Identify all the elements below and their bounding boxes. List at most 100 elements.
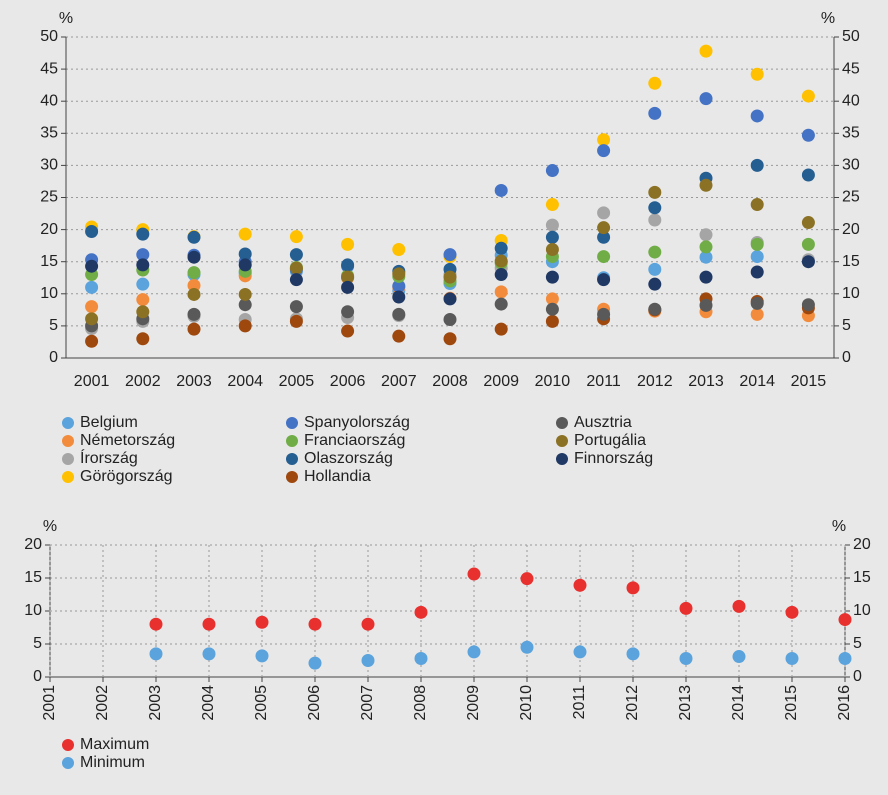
dot (136, 305, 150, 319)
x-tick-label: 2015 (791, 373, 827, 390)
legend-marker (286, 417, 298, 429)
dot (187, 287, 201, 301)
legend-label: Olaszország (304, 450, 393, 467)
dot (785, 605, 799, 619)
x-tick-label: 2005 (253, 685, 270, 721)
dot (255, 615, 269, 629)
legend-marker (556, 435, 568, 447)
dot (699, 92, 713, 106)
x-tick-label: 2015 (783, 685, 800, 721)
dot (494, 297, 508, 311)
dot (289, 314, 303, 328)
dot (467, 567, 481, 581)
dot (136, 332, 150, 346)
dot (238, 258, 252, 272)
dot (85, 334, 99, 348)
dot (626, 581, 640, 595)
dot (443, 248, 457, 262)
dot (494, 241, 508, 255)
x-tick-label: 2009 (465, 685, 482, 721)
x-tick-label: 2010 (518, 685, 535, 721)
dot (494, 268, 508, 282)
y-tick-label: 50 (40, 28, 58, 45)
dot (341, 258, 355, 272)
dot (187, 230, 201, 244)
dot (699, 240, 713, 254)
legend-marker (286, 435, 298, 447)
dot (187, 266, 201, 280)
legend-marker (62, 453, 74, 465)
dot (443, 312, 457, 326)
dot (801, 298, 815, 312)
y2-tick-label: 30 (842, 157, 860, 174)
x-tick-label: 2004 (200, 685, 217, 721)
dot (699, 250, 713, 264)
dot (801, 128, 815, 142)
dot (545, 198, 559, 212)
x-tick-label: 2001 (41, 685, 58, 721)
dot (597, 250, 611, 264)
x-tick-label: 2002 (94, 685, 111, 721)
legend-label: Ausztria (574, 414, 632, 431)
legend-marker (62, 417, 74, 429)
x-tick-label: 2008 (412, 685, 429, 721)
dot (494, 254, 508, 268)
dot (648, 277, 662, 291)
dot (187, 278, 201, 292)
dot (136, 277, 150, 291)
dot (801, 237, 815, 251)
dot (238, 247, 252, 261)
dot (545, 230, 559, 244)
dot (785, 652, 799, 666)
x-tick-label: 2013 (688, 373, 724, 390)
dot (750, 237, 764, 251)
dot (341, 280, 355, 294)
dot (545, 302, 559, 316)
x-tick-label: 2007 (381, 373, 417, 390)
legend-label: Belgium (80, 414, 138, 431)
dot (341, 237, 355, 251)
dot (699, 228, 713, 242)
dot (392, 279, 406, 293)
dot (289, 261, 303, 275)
x-tick-label: 2014 (730, 685, 747, 721)
y2-tick-label: 0 (853, 668, 862, 685)
x-tick-label: 2006 (306, 685, 323, 721)
dot (187, 250, 201, 264)
x-tick-label: 2014 (739, 373, 775, 390)
dot (136, 293, 150, 307)
dot (136, 227, 150, 241)
dot (648, 201, 662, 215)
dot (597, 133, 611, 147)
dot (202, 617, 216, 631)
y-tick-label: 30 (40, 157, 58, 174)
y2-tick-label: 20 (842, 221, 860, 238)
y2-tick-label: 10 (842, 285, 860, 302)
dot (238, 298, 252, 312)
y-tick-label: 0 (49, 349, 58, 366)
legend-label: Maximum (80, 736, 149, 753)
dot (85, 225, 99, 239)
legend-marker (556, 417, 568, 429)
y2-tick-label: 20 (853, 536, 871, 553)
dot (732, 650, 746, 664)
dot (392, 243, 406, 257)
dot (361, 617, 375, 631)
y-tick-label: 15 (24, 569, 42, 586)
legend-label: Franciaország (304, 432, 405, 449)
dot (545, 218, 559, 232)
legend-label: Finnország (574, 450, 653, 467)
dot (494, 285, 508, 299)
dot (801, 216, 815, 230)
dot (648, 185, 662, 199)
x-tick-label: 2012 (637, 373, 673, 390)
dot (289, 230, 303, 244)
x-tick-label: 2006 (330, 373, 366, 390)
dot (494, 322, 508, 336)
dot (545, 270, 559, 284)
y-tick-label: 25 (40, 189, 58, 206)
dot (573, 645, 587, 659)
legend-label: Portugália (574, 432, 646, 449)
y2-unit: % (821, 10, 835, 27)
x-tick-label: 2008 (432, 373, 468, 390)
